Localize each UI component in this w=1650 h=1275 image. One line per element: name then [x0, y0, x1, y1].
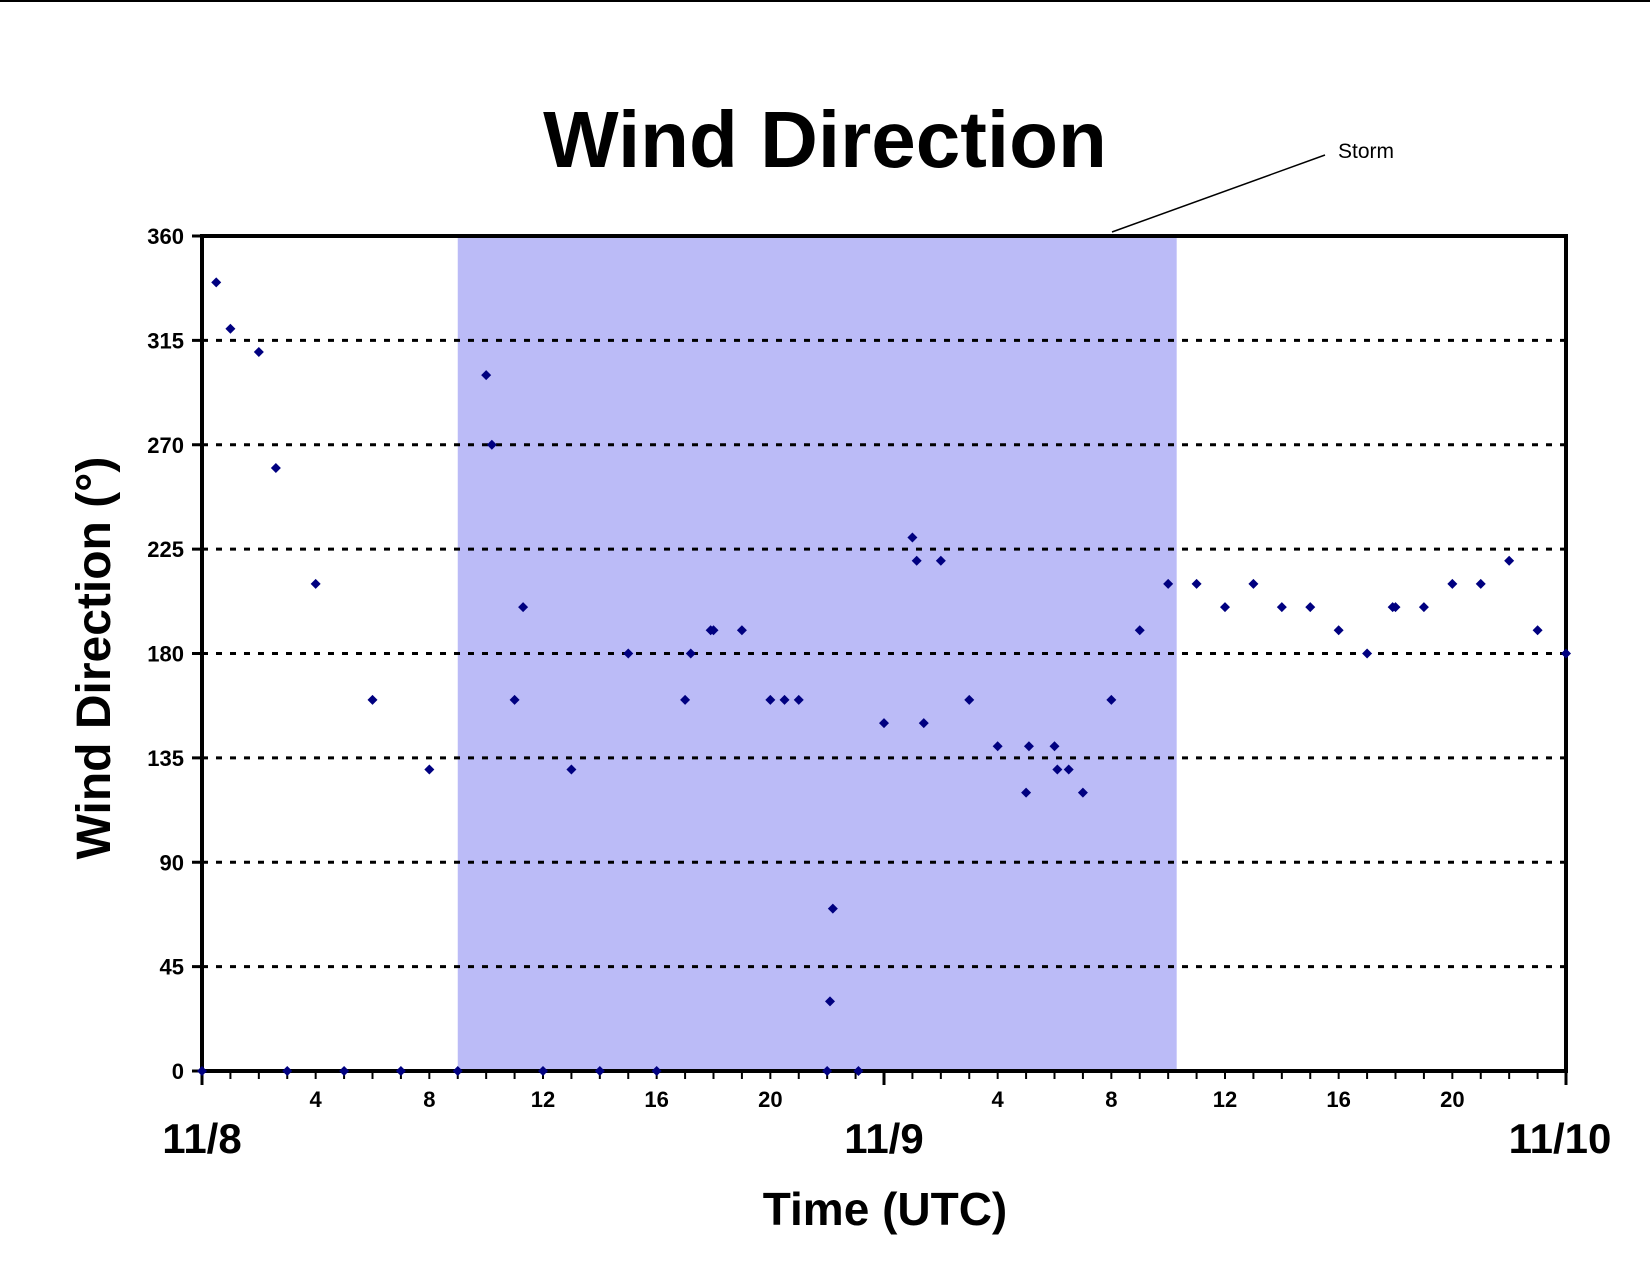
data-point: [911, 555, 922, 566]
data-point: [538, 1066, 548, 1076]
data-point: [1475, 578, 1486, 589]
data-point: [594, 1066, 605, 1076]
y-tick-label: 360: [147, 224, 184, 249]
x-day-label: 11/8: [162, 1115, 241, 1162]
storm-annotation: Storm: [1338, 140, 1394, 163]
data-points: [197, 277, 1571, 1076]
data-point: [1023, 741, 1034, 752]
data-point: [509, 694, 520, 705]
data-point: [270, 462, 281, 473]
x-tick-label: 8: [423, 1087, 435, 1112]
data-point: [736, 625, 747, 636]
y-tick-label: 225: [147, 537, 184, 562]
x-tick-label: 4: [992, 1087, 1005, 1112]
data-point: [395, 1066, 406, 1076]
x-tick-label: 20: [1440, 1087, 1464, 1112]
data-point: [1220, 602, 1230, 613]
x-tick-label: 12: [531, 1087, 555, 1112]
data-point: [1418, 602, 1429, 613]
y-tick-label: 180: [147, 642, 184, 667]
x-axis-ticks: 4 8 12 16 20 4 8 12 16 20 11/8 11/9 11/10: [162, 1071, 1611, 1162]
storm-shaded-region: [457, 236, 1177, 1071]
y-tick-label: 135: [147, 746, 184, 771]
data-point: [793, 694, 804, 705]
data-point: [935, 555, 946, 566]
y-tick-label: 45: [160, 955, 184, 980]
data-point: [225, 323, 236, 334]
data-point: [282, 1066, 293, 1076]
data-point: [518, 602, 529, 613]
storm-callout-line: [1111, 154, 1326, 233]
data-point: [992, 741, 1003, 752]
x-tick-label: 12: [1213, 1087, 1237, 1112]
data-point: [1447, 578, 1458, 589]
y-tick-label: 270: [147, 433, 184, 458]
y-axis-ticks: 0 45 90 135 180 225 270 315 360: [147, 224, 202, 1084]
data-point: [822, 1066, 833, 1076]
data-point: [685, 648, 696, 659]
data-point: [1077, 787, 1088, 798]
data-point: [1191, 578, 1202, 589]
data-point: [1134, 625, 1145, 636]
data-point: [907, 532, 918, 543]
data-point: [452, 1066, 463, 1076]
data-point: [964, 694, 975, 705]
data-point: [1390, 602, 1401, 613]
data-point: [1021, 787, 1032, 798]
data-point: [566, 764, 577, 775]
x-axis-label: Time (UTC): [763, 1183, 1008, 1235]
data-point: [1362, 648, 1373, 659]
top-border-line: [0, 0, 1650, 2]
data-point: [779, 694, 790, 705]
data-point: [853, 1066, 864, 1076]
data-point: [310, 578, 321, 589]
x-tick-label: 20: [758, 1087, 782, 1112]
data-point: [1504, 555, 1515, 566]
data-point: [486, 439, 497, 450]
x-tick-label: 4: [310, 1087, 323, 1112]
data-point: [1333, 625, 1344, 636]
data-point: [1063, 764, 1074, 775]
x-tick-label: 8: [1105, 1087, 1117, 1112]
data-point: [481, 370, 492, 381]
data-point: [253, 346, 264, 357]
data-point: [1305, 602, 1316, 613]
x-tick-label: 16: [1326, 1087, 1350, 1112]
data-point: [1163, 578, 1174, 589]
horizontal-grid: [202, 338, 1566, 969]
data-point: [197, 1066, 207, 1076]
data-point: [1248, 578, 1259, 589]
data-point: [1052, 764, 1063, 775]
data-point: [367, 694, 378, 705]
y-axis-label: Wind Direction (°): [68, 457, 121, 860]
data-point: [827, 903, 838, 914]
data-point: [918, 718, 929, 729]
data-point: [879, 718, 889, 729]
x-day-label: 11/9: [844, 1115, 923, 1162]
data-point: [623, 648, 634, 659]
data-point: [1276, 602, 1287, 613]
y-tick-label: 315: [147, 328, 184, 353]
data-point: [211, 277, 222, 288]
y-tick-label: 90: [160, 850, 184, 875]
data-point: [1532, 625, 1543, 636]
data-point: [651, 1066, 662, 1076]
data-point: [825, 996, 836, 1007]
x-tick-label: 16: [644, 1087, 668, 1112]
data-point: [1106, 694, 1117, 705]
data-point: [1561, 648, 1571, 659]
data-point: [680, 694, 691, 705]
data-point: [765, 694, 776, 705]
y-tick-label: 0: [172, 1059, 184, 1084]
data-point: [339, 1066, 350, 1076]
chart-title: Wind Direction: [543, 95, 1107, 184]
x-day-label: 11/10: [1509, 1115, 1612, 1162]
data-point: [424, 764, 435, 775]
data-point: [708, 625, 719, 636]
data-point: [1049, 741, 1060, 752]
